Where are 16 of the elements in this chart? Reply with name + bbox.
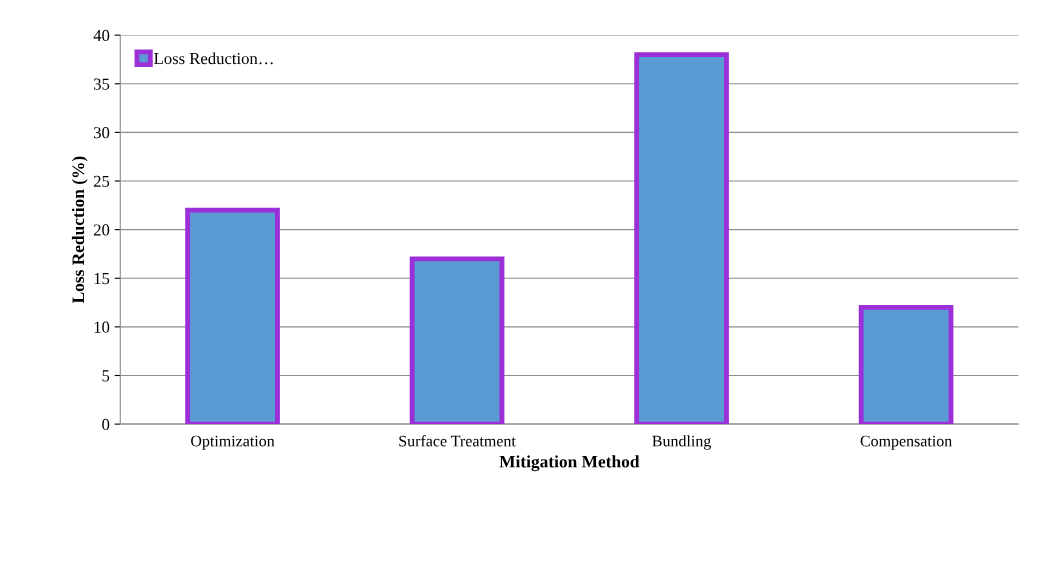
x-tick-label: Compensation (860, 435, 952, 450)
y-tick-label: 0 (102, 418, 110, 431)
y-tick-label: 15 (94, 273, 110, 285)
x-tick-label: Optimization (191, 435, 275, 450)
y-tick-label: 10 (94, 321, 110, 333)
y-tick-label: 30 (94, 127, 110, 139)
y-tick-label: 35 (94, 78, 110, 90)
y-tick-label: 40 (93, 29, 110, 42)
x-tick-label: Surface Treatment (399, 435, 516, 447)
y-tick-label: 5 (102, 370, 110, 382)
y-tick-label: 20 (93, 224, 110, 236)
y-axis-title: Loss Reduction (%) (71, 156, 88, 304)
y-tick-label: 25 (93, 175, 110, 187)
legend-label: Loss Reduction… (154, 52, 273, 65)
x-tick-label: Bundling (652, 435, 711, 450)
x-axis-title: Mitigation Method (499, 455, 640, 472)
